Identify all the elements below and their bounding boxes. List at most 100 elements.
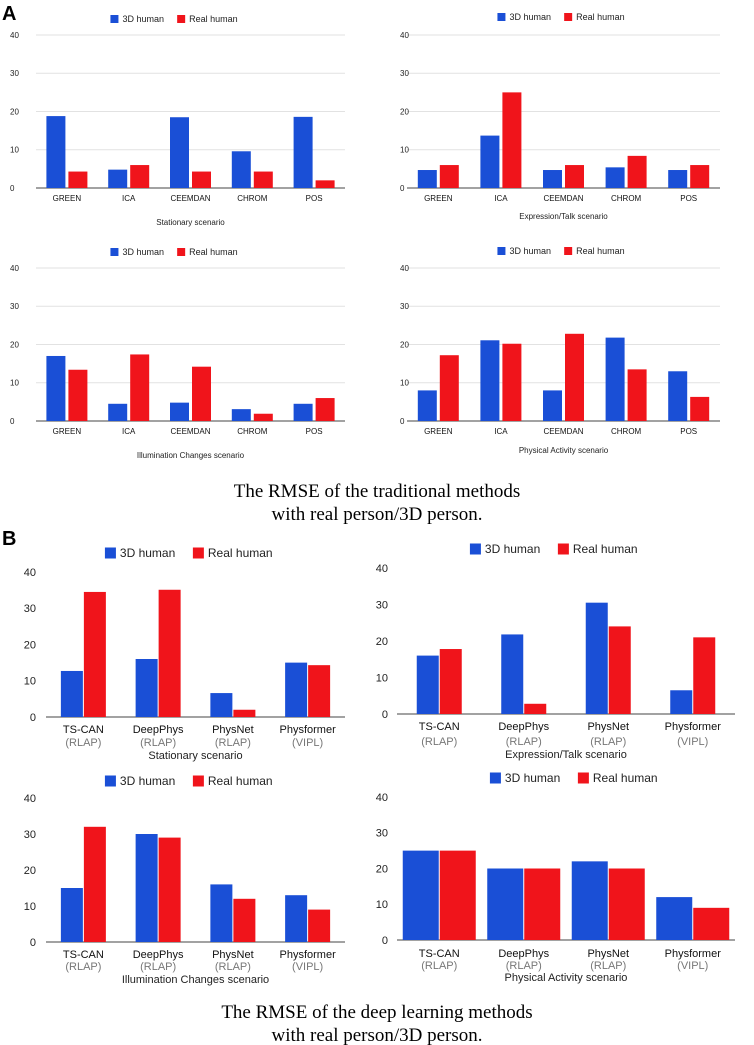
bar-3d-human (480, 135, 500, 188)
category-label: CEEMDAN (170, 194, 210, 203)
y-tick-label: 0 (382, 935, 388, 947)
y-tick-label: 40 (376, 563, 388, 575)
y-tick-label: 10 (376, 899, 388, 911)
legend-label-3d-human: 3D human (122, 14, 164, 24)
bar-real-human (608, 626, 631, 714)
category-label: Physformer (665, 948, 722, 960)
bar-3d-human (501, 634, 524, 714)
category-label: CHROM (611, 427, 642, 436)
legend-label-3d-human: 3D human (122, 247, 164, 257)
legend-label-real-human: Real human (208, 774, 273, 788)
y-tick-label: 40 (400, 31, 409, 40)
y-tick-label: 30 (10, 69, 19, 78)
category-label: ICA (494, 427, 508, 436)
bar-real-human (690, 396, 710, 421)
category-sublabel: (RLAP) (421, 736, 457, 748)
bar-3d-human (605, 337, 625, 421)
category-sublabel: (VIPL) (292, 961, 323, 973)
category-label: PhysNet (587, 948, 629, 960)
chart-a4: 0 10 20 30 40 GREEN ICA CEEMDAN CHROM POS Physical… (400, 246, 720, 455)
legend-swatch-real-human (192, 775, 204, 787)
category-label: Physformer (280, 949, 337, 961)
category-label: POS (680, 427, 697, 436)
category-label: GREEN (424, 427, 453, 436)
bar-real-human (158, 837, 181, 942)
y-tick-label: 40 (10, 264, 19, 273)
y-tick-label: 20 (10, 340, 19, 349)
y-tick-label: 10 (10, 379, 19, 388)
bar-3d-human (60, 670, 83, 717)
chart-title: Illumination Changes scenario (137, 451, 245, 460)
legend-label-real-human: Real human (189, 247, 238, 257)
category-label: TS-CAN (63, 949, 104, 961)
chart-title: Expression/Talk scenario (519, 212, 608, 221)
y-tick-label: 30 (400, 69, 409, 78)
chart-b3: 010203040TS-CAN(RLAP)DeepPhys(RLAP)PhysN… (24, 774, 345, 986)
y-tick-label: 0 (382, 709, 388, 721)
category-label: Physformer (665, 721, 722, 733)
y-tick-label: 30 (24, 603, 36, 615)
bar-real-human (439, 165, 459, 188)
category-label: CHROM (237, 427, 268, 436)
legend-label-3d-human: 3D human (505, 771, 560, 785)
y-tick-label: 10 (10, 146, 19, 155)
bar-real-human (439, 850, 476, 940)
chart-b1: 010203040TS-CAN(RLAP)DeepPhys(RLAP)PhysN… (24, 546, 345, 762)
category-label: PhysNet (587, 721, 629, 733)
caption-a-line1: The RMSE of the traditional methods (234, 481, 521, 502)
category-label: TS-CAN (419, 948, 460, 960)
bar-3d-human (46, 116, 66, 188)
y-tick-label: 30 (400, 302, 409, 311)
bar-real-human (83, 826, 106, 942)
y-tick-label: 20 (400, 107, 409, 116)
category-sublabel: (RLAP) (140, 737, 176, 749)
legend-label-real-human: Real human (208, 546, 273, 560)
category-label: POS (680, 194, 697, 203)
legend-swatch-real-human (564, 247, 573, 255)
bar-real-human (253, 413, 273, 421)
bar-real-human (565, 333, 584, 421)
bar-3d-human (487, 868, 524, 940)
panel-b-label: B (2, 528, 16, 550)
y-tick-label: 10 (400, 146, 409, 155)
legend-swatch-real-human (177, 15, 186, 23)
category-sublabel: (RLAP) (65, 961, 101, 973)
y-tick-label: 20 (10, 107, 19, 116)
bar-3d-human (170, 117, 189, 188)
legend-swatch-real-human (192, 547, 204, 559)
y-tick-label: 20 (24, 865, 36, 877)
legend-swatch-3d-human (104, 547, 116, 559)
legend-swatch-3d-human (497, 247, 506, 255)
chart-b4: 010203040TS-CAN(RLAP)DeepPhys(RLAP)PhysN… (376, 771, 735, 984)
bar-real-human (68, 171, 88, 188)
y-tick-label: 40 (10, 31, 19, 40)
bar-real-human (315, 180, 335, 188)
bar-3d-human (417, 390, 437, 421)
category-label: ICA (122, 427, 136, 436)
legend-label-3d-human: 3D human (120, 774, 175, 788)
bar-real-human (627, 155, 647, 188)
y-tick-label: 30 (10, 302, 19, 311)
bar-3d-human (402, 850, 439, 940)
legend-label-real-human: Real human (576, 12, 625, 22)
bar-real-human (502, 92, 522, 188)
bar-real-human (565, 165, 584, 188)
category-label: CEEMDAN (543, 194, 583, 203)
legend-swatch-3d-human (110, 15, 119, 23)
category-label: GREEN (53, 194, 82, 203)
caption-a-line2: with real person/3D person. (271, 504, 482, 525)
bar-real-human (315, 398, 335, 421)
bar-3d-human (108, 169, 128, 188)
y-tick-label: 0 (10, 184, 15, 193)
bar-real-human (233, 898, 256, 942)
bar-3d-human (210, 884, 233, 942)
bar-3d-human (480, 340, 500, 421)
legend-label-real-human: Real human (576, 246, 625, 256)
bar-real-human (439, 355, 459, 421)
chart-title: Stationary scenario (148, 750, 242, 762)
bar-real-human (308, 665, 331, 717)
chart-title: Illumination Changes scenario (122, 974, 269, 986)
bar-real-human (83, 591, 106, 717)
bar-3d-human (571, 861, 608, 940)
